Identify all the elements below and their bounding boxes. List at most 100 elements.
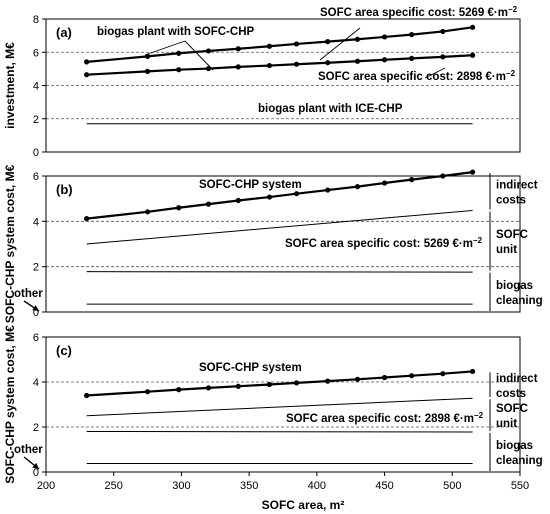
annotation-text: biogas plant with SOFC-CHP bbox=[97, 26, 254, 38]
x-axis-title: SOFC area, m² bbox=[262, 498, 345, 512]
bracket-label: indirect bbox=[496, 179, 538, 191]
bracket-label: cleaning bbox=[496, 455, 543, 467]
data-point bbox=[470, 24, 476, 30]
data-point bbox=[440, 371, 446, 377]
y-tick-label: 6 bbox=[33, 171, 39, 183]
chart-panel-0: 0 2 4 6 8 investment, M€ (a) biogas plant with … bbox=[3, 5, 521, 159]
data-point bbox=[470, 368, 476, 375]
data-point bbox=[325, 187, 331, 193]
x-tick-label: 250 bbox=[105, 480, 123, 492]
annotation-text: SOFC-CHP system bbox=[199, 362, 302, 374]
data-point bbox=[293, 41, 300, 47]
bracket-label: biogas bbox=[496, 440, 533, 452]
data-point bbox=[84, 216, 90, 222]
data-point bbox=[354, 184, 361, 190]
annotation-text: SOFC-CHP system bbox=[199, 179, 302, 191]
y-tick-label: 0 bbox=[33, 307, 39, 319]
arrow-head bbox=[32, 305, 39, 311]
data-point bbox=[144, 68, 151, 74]
x-tick-label: 200 bbox=[37, 480, 55, 492]
data-point bbox=[354, 36, 361, 42]
y-tick-label: 4 bbox=[33, 81, 39, 93]
superscript: −2 bbox=[506, 69, 516, 78]
plot-frame bbox=[45, 336, 521, 473]
x-tick-label: 550 bbox=[511, 480, 529, 492]
annotation-text: SOFC area specific cost: 2898 €·m−2 bbox=[318, 69, 516, 84]
y-tick-label: 0 bbox=[33, 147, 39, 159]
data-point bbox=[144, 53, 151, 60]
data-point bbox=[84, 72, 90, 78]
data-point bbox=[293, 380, 300, 386]
leader-line bbox=[184, 40, 214, 71]
bracket-label: costs bbox=[496, 388, 526, 400]
data-point bbox=[293, 191, 300, 197]
y-tick-label: 2 bbox=[33, 262, 39, 274]
data-point bbox=[354, 376, 361, 382]
data-point bbox=[325, 60, 331, 66]
x-tick-label: 350 bbox=[240, 480, 258, 492]
series-line bbox=[86, 370, 473, 397]
arrow-head bbox=[32, 462, 39, 469]
leader-line bbox=[144, 40, 186, 56]
y-axis-title: investment, M€ bbox=[3, 42, 17, 129]
data-point bbox=[381, 374, 388, 381]
bracket-label: unit bbox=[496, 418, 517, 430]
data-point bbox=[176, 205, 182, 211]
data-point bbox=[266, 62, 273, 69]
series-line bbox=[86, 397, 473, 417]
data-point bbox=[205, 201, 212, 207]
data-point bbox=[235, 64, 241, 70]
bracket-label: SOFC bbox=[496, 229, 528, 241]
chart-panel-1: 0 2 4 6 SOFC-CHP system cost, M€ (b) SOFC-CHP … bbox=[3, 164, 543, 323]
data-point bbox=[266, 43, 273, 49]
bracket-label: biogas bbox=[496, 280, 533, 292]
leader-line bbox=[424, 67, 446, 79]
annotation-text: SOFC area specific cost: 5269 €·m−2 bbox=[285, 236, 483, 251]
data-point bbox=[176, 387, 182, 393]
data-point bbox=[293, 61, 300, 67]
data-point bbox=[470, 169, 476, 175]
superscript: −2 bbox=[474, 411, 484, 420]
data-point bbox=[235, 197, 241, 204]
chart-panel-2: 0 2 4 6 200 250 300 350 400 450 500 550 SOFC area, m… bbox=[3, 325, 543, 512]
data-point bbox=[84, 392, 90, 399]
annotation-text: biogas plant with ICE-CHP bbox=[258, 103, 403, 115]
data-point bbox=[235, 46, 241, 52]
y-tick-label: 2 bbox=[33, 114, 39, 126]
data-point bbox=[440, 54, 446, 60]
bracket-label: unit bbox=[496, 244, 517, 256]
data-point bbox=[235, 383, 241, 389]
bracket-label: SOFC bbox=[496, 403, 528, 415]
panel-label: (a) bbox=[56, 25, 72, 40]
data-point bbox=[409, 373, 415, 379]
data-point bbox=[266, 381, 273, 388]
data-point bbox=[381, 34, 388, 40]
annotation-text: other bbox=[14, 288, 43, 300]
data-point bbox=[84, 59, 90, 65]
data-point bbox=[176, 67, 182, 73]
superscript: −2 bbox=[508, 5, 518, 14]
data-point bbox=[144, 389, 151, 395]
y-tick-label: 0 bbox=[33, 467, 39, 479]
panel-label: (c) bbox=[56, 343, 72, 358]
x-tick-label: 450 bbox=[375, 480, 393, 492]
data-point bbox=[144, 209, 151, 215]
x-tick-label: 400 bbox=[308, 480, 326, 492]
data-point bbox=[325, 378, 331, 384]
y-axis-title: SOFC-CHP system cost, M€ bbox=[3, 164, 17, 323]
panel-label: (b) bbox=[56, 182, 73, 197]
data-point bbox=[440, 28, 446, 35]
bracket-label: indirect bbox=[496, 373, 538, 385]
series-line bbox=[86, 209, 473, 245]
annotation-text: other bbox=[14, 444, 43, 456]
data-point bbox=[266, 194, 273, 200]
data-point bbox=[381, 180, 388, 186]
annotation-text: SOFC area specific cost: 5269 €·m−2 bbox=[320, 5, 518, 20]
y-tick-label: 4 bbox=[33, 216, 39, 228]
data-point bbox=[470, 52, 476, 58]
y-tick-label: 4 bbox=[33, 377, 39, 389]
data-point bbox=[409, 32, 415, 38]
y-tick-label: 6 bbox=[33, 332, 39, 344]
data-point bbox=[354, 58, 361, 64]
